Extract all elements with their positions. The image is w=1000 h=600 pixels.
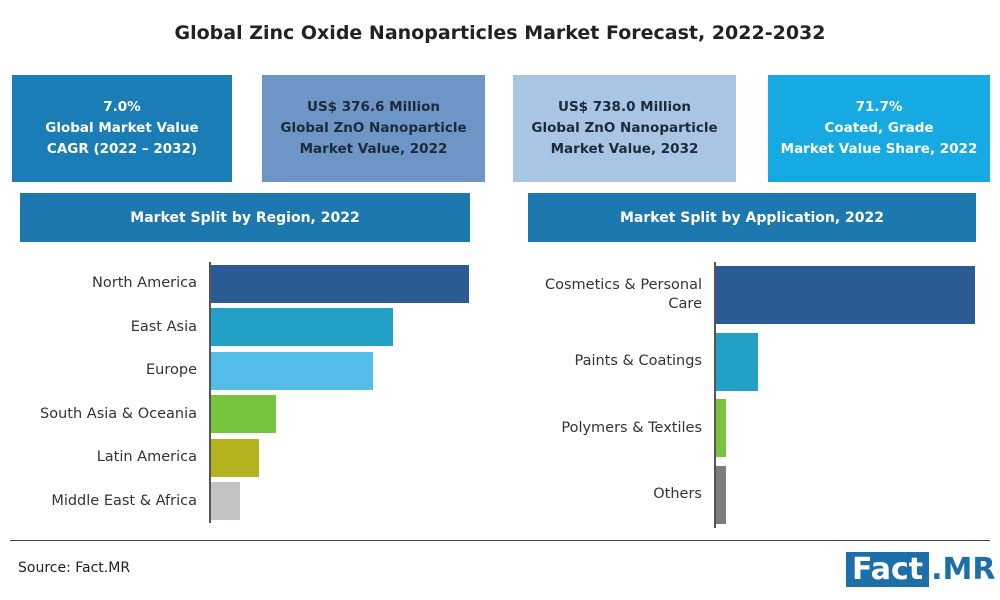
- logo-part: .MR: [931, 551, 996, 587]
- logo-part: Fact: [846, 551, 930, 587]
- kpi-line: Global ZnO Nanoparticle: [531, 120, 718, 136]
- category-label: East Asia: [130, 318, 197, 335]
- chart-title: Market Split by Application, 2022: [528, 193, 976, 242]
- kpi-line: Global Market Value: [45, 120, 199, 136]
- bar: [211, 351, 374, 390]
- kpi-line: US$ 738.0 Million: [557, 99, 691, 115]
- bar: [716, 266, 975, 325]
- bar: [211, 308, 394, 347]
- bar: [211, 264, 469, 303]
- bar: [211, 438, 260, 477]
- axis-line: [209, 262, 211, 523]
- kpi-card: 7.0% Global Market Value CAGR (2022 – 2032…: [12, 75, 232, 182]
- source: Source: Fact.MR: [18, 560, 131, 576]
- kpi-line: 71.7%: [855, 99, 903, 115]
- category-label: Middle East & Africa: [51, 492, 197, 509]
- bar: [211, 482, 240, 521]
- footer-rule: [10, 540, 990, 541]
- bar: [716, 465, 726, 524]
- page-title: Global Zinc Oxide Nanoparticles Market F…: [174, 22, 826, 44]
- kpi-line: Market Value Share, 2022: [780, 141, 978, 157]
- kpi-card: 71.7% Coated, Grade Market Value Share, 20…: [768, 75, 990, 182]
- category-label: Europe: [146, 362, 197, 379]
- category-label: Paints & Coatings: [574, 353, 702, 370]
- kpi-card: US$ 738.0 Million Global ZnO Nanoparticle…: [513, 75, 736, 182]
- axis-line: [714, 262, 716, 528]
- bar: [716, 332, 758, 391]
- kpi-line: 7.0%: [103, 99, 141, 115]
- category-label: Cosmetics & Personal Care: [544, 277, 702, 313]
- logo: Fact .MR: [846, 550, 995, 588]
- kpi-line: Market Value, 2022: [299, 141, 448, 157]
- kpi-card: US$ 376.6 Million Global ZnO Nanoparticle…: [262, 75, 485, 182]
- category-label: Latin America: [96, 449, 197, 466]
- category-label: Polymers & Textiles: [561, 419, 702, 436]
- bar: [716, 399, 726, 458]
- category-label: Others: [653, 486, 702, 503]
- chart-title: Market Split by Region, 2022: [20, 193, 470, 242]
- kpi-line: US$ 376.6 Million: [306, 99, 440, 115]
- category-label: North America: [92, 275, 197, 292]
- category-label: South Asia & Oceania: [40, 405, 197, 422]
- kpi-line: Market Value, 2032: [550, 141, 699, 157]
- kpi-line: Global ZnO Nanoparticle: [280, 120, 467, 136]
- kpi-line: CAGR (2022 – 2032): [46, 141, 198, 157]
- bar: [211, 395, 276, 434]
- kpi-line: Coated, Grade: [824, 120, 934, 136]
